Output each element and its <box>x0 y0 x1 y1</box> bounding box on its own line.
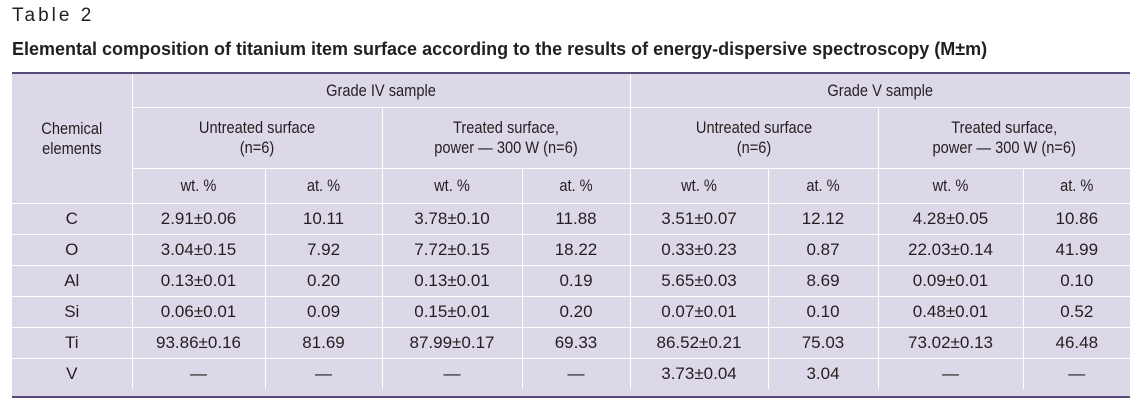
value-cell: 2.91±0.06 <box>131 203 265 235</box>
value-cell: 86.52±0.21 <box>629 327 768 359</box>
value-cell: 0.19 <box>521 265 630 297</box>
value-cell: 3.04 <box>767 358 878 389</box>
value-cell: 73.02±0.13 <box>877 327 1023 359</box>
value-cell: 69.33 <box>521 327 630 359</box>
subgroup-header: Untreated surface (n=6) <box>646 107 861 169</box>
table-row: C 2.91±0.06 10.11 3.78±0.10 11.88 3.51±0… <box>12 203 1131 235</box>
header-row-subgroups: Untreated surface (n=6) Treated surface,… <box>12 107 1130 169</box>
subgroup-header-line2: power — 300 W (n=6) <box>932 138 1076 157</box>
value-cell: — <box>131 358 265 389</box>
unit-header: wt. % <box>140 168 256 204</box>
unit-header: at. % <box>1030 168 1123 204</box>
value-cell: 46.48 <box>1022 327 1131 359</box>
subgroup-header-line1: Treated surface, <box>951 118 1058 137</box>
value-cell: 11.88 <box>521 203 630 235</box>
element-cell: Al <box>12 265 132 297</box>
value-cell: 3.78±0.10 <box>381 203 522 235</box>
value-cell: 0.33±0.23 <box>629 234 768 266</box>
subgroup-header-line2: (n=6) <box>736 138 772 157</box>
value-cell: 3.51±0.07 <box>629 203 768 235</box>
value-cell: — <box>521 358 630 389</box>
group-header-grade-v: Grade V sample <box>664 74 1096 108</box>
header-row-groups: Chemical elements Grade IV sample Grade … <box>12 74 1130 158</box>
subgroup-header: Treated surface, power — 300 W (n=6) <box>398 107 613 169</box>
value-cell: 3.04±0.15 <box>131 234 265 266</box>
table-row: Si 0.06±0.01 0.09 0.15±0.01 0.20 0.07±0.… <box>12 296 1131 328</box>
value-cell: 3.73±0.04 <box>629 358 768 389</box>
header-row-units: wt. % at. % wt. % at. % wt. % at. % wt. … <box>12 168 1130 204</box>
value-cell: — <box>1022 358 1131 389</box>
table-row: V — — — — 3.73±0.04 3.04 — — <box>12 358 1131 389</box>
subgroup-header: Treated surface, power — 300 W (n=6) <box>895 107 1113 169</box>
table-row: O 3.04±0.15 7.92 7.72±0.15 18.22 0.33±0.… <box>12 234 1131 266</box>
element-cell: Ti <box>12 327 132 359</box>
value-cell: 10.86 <box>1022 203 1131 235</box>
value-cell: 7.72±0.15 <box>381 234 522 266</box>
row-header-cell: Chemical elements <box>20 74 123 204</box>
value-cell: — <box>381 358 522 389</box>
value-cell: 0.15±0.01 <box>381 296 522 328</box>
elemental-composition-table: Chemical elements Grade IV sample Grade … <box>12 74 1131 389</box>
value-cell: 0.09 <box>264 296 382 328</box>
subgroup-header: Untreated surface (n=6) <box>149 107 365 169</box>
value-cell: 0.13±0.01 <box>381 265 522 297</box>
unit-header: wt. % <box>391 168 513 204</box>
value-cell: 81.69 <box>264 327 382 359</box>
value-cell: 12.12 <box>767 203 878 235</box>
value-cell: 75.03 <box>767 327 878 359</box>
table-caption: Elemental composition of titanium item s… <box>12 39 988 59</box>
value-cell: 93.86±0.16 <box>131 327 265 359</box>
subgroup-header-line1: Untreated surface <box>198 118 316 137</box>
value-cell: 0.52 <box>1022 296 1131 328</box>
value-cell: 0.48±0.01 <box>877 296 1023 328</box>
unit-header: at. % <box>775 168 871 204</box>
unit-header: wt. % <box>639 168 759 204</box>
row-header-line2: elements <box>42 138 102 158</box>
value-cell: 0.07±0.01 <box>629 296 768 328</box>
value-cell: 0.10 <box>767 296 878 328</box>
value-cell: 4.28±0.05 <box>877 203 1023 235</box>
unit-header: at. % <box>529 168 623 204</box>
value-cell: 8.69 <box>767 265 878 297</box>
unit-header: wt. % <box>887 168 1013 204</box>
row-header-line1: Chemical <box>41 118 103 138</box>
element-cell: C <box>12 203 132 235</box>
table-row: Al 0.13±0.01 0.20 0.13±0.01 0.19 5.65±0.… <box>12 265 1131 297</box>
value-cell: 0.20 <box>521 296 630 328</box>
value-cell: 0.87 <box>767 234 878 266</box>
element-cell: V <box>12 358 132 389</box>
value-cell: 0.13±0.01 <box>131 265 265 297</box>
unit-header: at. % <box>272 168 374 204</box>
value-cell: 22.03±0.14 <box>877 234 1023 266</box>
value-cell: — <box>264 358 382 389</box>
value-cell: 0.20 <box>264 265 382 297</box>
table-row: Ti 93.86±0.16 81.69 87.99±0.17 69.33 86.… <box>12 327 1131 359</box>
subgroup-header-line2: power — 300 W (n=6) <box>434 138 578 157</box>
value-cell: — <box>877 358 1023 389</box>
value-cell: 0.09±0.01 <box>877 265 1023 297</box>
value-cell: 7.92 <box>264 234 382 266</box>
value-cell: 18.22 <box>521 234 630 266</box>
subgroup-header-line1: Treated surface, <box>453 118 559 137</box>
value-cell: 87.99±0.17 <box>381 327 522 359</box>
group-header-grade-iv: Grade IV sample <box>166 74 596 108</box>
table-number: Table 2 <box>12 5 95 26</box>
value-cell: 10.11 <box>264 203 382 235</box>
element-cell: Si <box>12 296 132 328</box>
value-cell: 0.06±0.01 <box>131 296 265 328</box>
element-cell: O <box>12 234 132 266</box>
value-cell: 5.65±0.03 <box>629 265 768 297</box>
value-cell: 41.99 <box>1022 234 1131 266</box>
subgroup-header-line1: Untreated surface <box>695 118 813 137</box>
subgroup-header-line2: (n=6) <box>239 138 275 157</box>
value-cell: 0.10 <box>1022 265 1131 297</box>
data-table-frame: Chemical elements Grade IV sample Grade … <box>12 72 1131 398</box>
